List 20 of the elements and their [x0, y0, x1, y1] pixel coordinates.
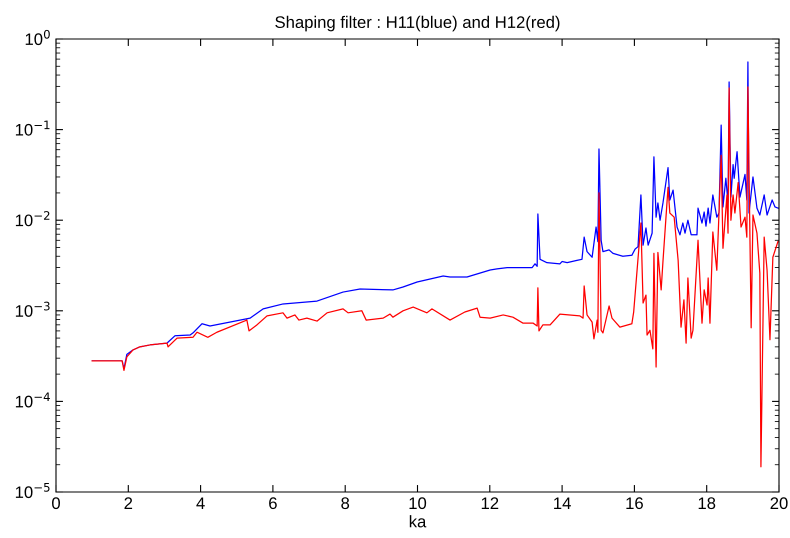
y-tick-label: 10$^{−3}$	[16, 302, 50, 317]
chart-title: Shaping filter : H11(blue) and H12(red)	[275, 16, 560, 32]
x-tick-label: 16	[626, 497, 643, 510]
x-tick-label: 0	[52, 497, 60, 510]
x-tick-label: 12	[482, 497, 498, 509]
line-series	[92, 86, 779, 468]
y-tick-label: 10$^{−5}$	[16, 483, 50, 498]
y-tick-label: 10$^{0}$	[26, 30, 50, 46]
x-tick-label: 6	[269, 497, 277, 510]
y-tick-label: 10$^{−4}$	[16, 392, 50, 408]
x-tick-label: 2	[124, 497, 132, 509]
x-tick-label: 14	[554, 497, 571, 509]
y-tick-label: 10$^{−2}$	[16, 211, 50, 226]
x-tick-label: 10	[410, 497, 426, 510]
x-axis-title: ka	[410, 515, 426, 528]
x-tick-label: 20	[770, 497, 788, 510]
x-tick-label: 18	[698, 497, 716, 510]
y-tick-label: 10$^{−1}$	[16, 120, 50, 136]
x-tick-label: 8	[341, 497, 350, 510]
x-tick-label: 4	[196, 497, 205, 509]
